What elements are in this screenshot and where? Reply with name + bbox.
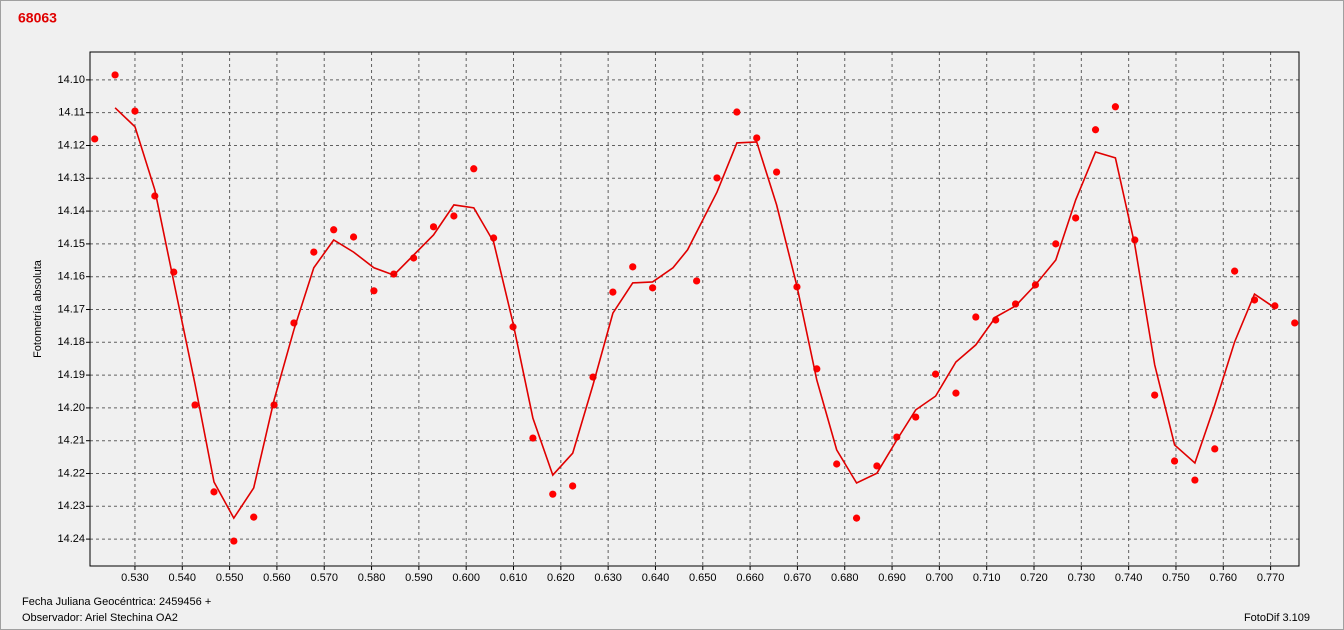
y-tick-label: 14.12 — [57, 139, 85, 151]
x-tick-label: 0.530 — [121, 572, 149, 584]
data-point — [733, 108, 741, 116]
data-point — [429, 223, 438, 231]
y-tick-label: 14.21 — [57, 435, 85, 447]
data-point — [1191, 476, 1199, 484]
x-tick-label: 0.720 — [1020, 572, 1048, 584]
x-tick-label: 0.700 — [926, 572, 954, 584]
data-point — [1052, 240, 1060, 248]
x-tick-label: 0.680 — [831, 572, 859, 584]
y-tick-label: 14.24 — [57, 533, 85, 545]
y-tick-label: 14.14 — [57, 205, 85, 217]
footer-observer: Observador: Ariel Stechina OA2 — [22, 612, 178, 624]
plot-frame — [89, 51, 1300, 567]
data-point — [310, 248, 318, 256]
data-point — [1291, 319, 1299, 327]
data-point — [470, 165, 478, 173]
data-point — [1170, 457, 1179, 465]
data-point — [629, 263, 637, 271]
y-tick-label: 14.11 — [58, 107, 85, 119]
data-point — [1011, 300, 1020, 308]
y-tick-label: 14.13 — [57, 172, 85, 184]
data-point — [1111, 103, 1120, 111]
x-tick-label: 0.640 — [642, 572, 670, 584]
data-point — [972, 313, 980, 321]
x-tick-label: 0.580 — [358, 572, 386, 584]
data-point — [693, 277, 701, 285]
data-point — [569, 482, 577, 490]
x-tick-label: 0.650 — [689, 572, 717, 584]
data-point — [931, 370, 940, 378]
data-point — [1211, 445, 1219, 453]
x-tick-label: 0.760 — [1210, 572, 1238, 584]
data-point — [330, 226, 338, 234]
x-tick-label: 0.610 — [500, 572, 528, 584]
footer-version: FotoDif 3.109 — [1244, 612, 1310, 624]
data-point — [1231, 267, 1239, 275]
x-tick-label: 0.740 — [1115, 572, 1143, 584]
y-tick-label: 14.17 — [57, 303, 85, 315]
data-point — [713, 174, 721, 182]
data-point — [250, 513, 258, 521]
data-point — [111, 71, 119, 79]
footer-date: Fecha Juliana Geocéntrica: 2459456 + — [22, 596, 211, 608]
data-point — [1072, 214, 1080, 222]
y-tick-label: 14.16 — [57, 271, 85, 283]
x-tick-label: 0.710 — [973, 572, 1001, 584]
y-axis-label: Fotometría absoluta — [32, 259, 44, 358]
data-point — [893, 433, 901, 441]
data-point — [912, 413, 920, 421]
data-point — [529, 434, 537, 442]
y-tick-label: 14.18 — [57, 336, 85, 348]
y-tick-label: 14.23 — [57, 500, 85, 512]
x-tick-label: 0.690 — [878, 572, 906, 584]
x-tick-label: 0.620 — [547, 572, 575, 584]
data-point — [952, 389, 960, 397]
x-tick-label: 0.670 — [784, 572, 812, 584]
data-point — [753, 134, 761, 142]
x-tick-label: 0.630 — [594, 572, 622, 584]
data-point — [1091, 126, 1100, 134]
fit-line — [114, 107, 1276, 520]
x-tick-label: 0.660 — [736, 572, 764, 584]
data-point — [450, 212, 458, 220]
y-tick-label: 14.20 — [57, 402, 85, 414]
y-tick-label: 14.22 — [57, 467, 85, 479]
data-point — [349, 233, 358, 241]
data-point — [852, 514, 861, 522]
plot-area — [90, 52, 1299, 566]
data-point — [1151, 391, 1159, 399]
data-point — [91, 135, 99, 143]
x-tick-label: 0.560 — [263, 572, 291, 584]
data-point — [230, 537, 238, 545]
x-tick-label: 0.590 — [405, 572, 433, 584]
data-point — [1271, 302, 1279, 310]
data-point — [873, 462, 881, 470]
data-point — [131, 107, 139, 115]
data-point — [609, 288, 617, 296]
chart-title: 68063 — [18, 10, 57, 26]
data-point — [191, 401, 199, 409]
data-point — [370, 287, 378, 295]
y-tick-label: 14.19 — [57, 369, 85, 381]
x-tick-label: 0.600 — [452, 572, 480, 584]
data-point — [549, 490, 557, 498]
y-tick-label: 14.15 — [57, 238, 85, 250]
data-point — [772, 168, 781, 176]
x-tick-label: 0.540 — [169, 572, 197, 584]
data-point — [649, 284, 657, 292]
x-tick-label: 0.750 — [1162, 572, 1190, 584]
data-point — [833, 460, 841, 468]
x-tick-label: 0.570 — [310, 572, 338, 584]
x-tick-label: 0.550 — [216, 572, 244, 584]
y-tick-label: 14.10 — [57, 74, 85, 86]
x-tick-label: 0.730 — [1068, 572, 1096, 584]
x-tick-label: 0.770 — [1257, 572, 1285, 584]
data-point — [210, 488, 218, 496]
